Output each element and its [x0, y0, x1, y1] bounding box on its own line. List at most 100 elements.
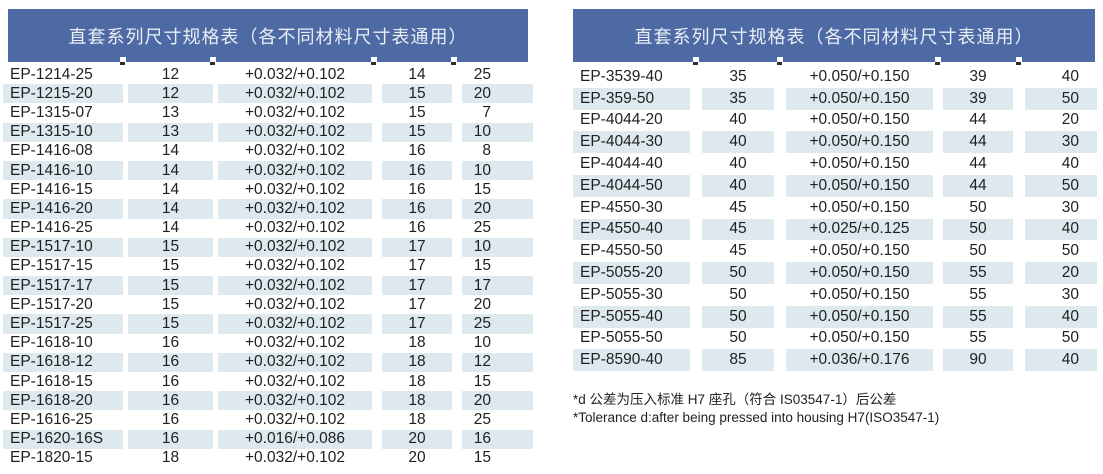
model-cell: EP-5055-50 [580, 329, 663, 347]
length-cell: 30 [1061, 285, 1079, 303]
model-cell: EP-1416-10 [3, 160, 123, 181]
tolerance-cell: +0.032/+0.102 [218, 352, 372, 372]
model-cell: EP-4044-20 [580, 111, 663, 129]
tolerance-cell: +0.016/+0.086 [218, 429, 372, 449]
tolerance-cell: +0.032/+0.102 [245, 103, 345, 121]
outer-d-cell: 18 [382, 391, 452, 411]
table-row: EP-4550-40 45 +0.025/+0.125 50 40 [573, 218, 1097, 241]
outer-d-cell: 17 [408, 257, 426, 275]
bore-d-cell: 16 [128, 352, 213, 372]
table-row: EP-1618-10 16 +0.032/+0.102 18 10 [3, 334, 533, 353]
model-cell: EP-1416-15 [10, 180, 93, 198]
tolerance-cell: +0.050/+0.150 [809, 242, 910, 260]
model-cell: EP-1618-12 [3, 352, 123, 372]
bore-d-cell: 50 [702, 305, 774, 328]
length-cell: 20 [1025, 262, 1097, 284]
column-gap-tick [451, 62, 456, 65]
bore-d-cell: 16 [161, 372, 180, 390]
bore-d-cell: 35 [702, 87, 774, 110]
tolerance-cell: +0.032/+0.102 [245, 410, 345, 428]
table-row: EP-1416-08 14 +0.032/+0.102 16 8 [3, 142, 533, 161]
outer-d-cell: 17 [382, 276, 452, 296]
bore-d-cell: 15 [161, 257, 180, 275]
outer-d-cell: 44 [943, 131, 1013, 154]
size-spec-table-right: 直套系列尺寸规格表（各不同材料尺寸表通用） EP-3539-40 35 +0.050… [573, 9, 1097, 372]
outer-d-cell: 16 [382, 199, 452, 219]
table-row: EP-4044-20 40 +0.050/+0.150 44 20 [573, 110, 1097, 132]
column-gap-tick [1016, 62, 1021, 65]
tolerance-cell: +0.025/+0.125 [786, 218, 933, 241]
model-cell: EP-4550-40 [573, 218, 690, 241]
outer-d-cell: 20 [382, 429, 452, 449]
outer-d-cell: 55 [969, 285, 987, 303]
column-gap-tick [935, 62, 940, 65]
bore-d-cell: 40 [729, 111, 747, 129]
length-cell: 15 [473, 180, 491, 198]
table-row: EP-1315-07 13 +0.032/+0.102 15 7 [3, 103, 533, 122]
model-cell: EP-1315-10 [3, 122, 123, 142]
model-cell: EP-5055-40 [573, 305, 690, 328]
column-gap-notch [1016, 57, 1022, 62]
length-cell: 20 [462, 391, 533, 411]
length-cell: 20 [462, 84, 533, 104]
tolerance-cell: +0.050/+0.150 [809, 285, 910, 303]
table-row: EP-1517-10 15 +0.032/+0.102 17 10 [3, 237, 533, 257]
tolerance-cell: +0.032/+0.102 [245, 219, 345, 237]
table-row: EP-1618-20 16 +0.032/+0.102 18 20 [3, 391, 533, 411]
table-row: EP-1416-20 14 +0.032/+0.102 16 20 [3, 199, 533, 219]
table-body: EP-3539-40 35 +0.050/+0.150 39 40 EP-359-50 35… [573, 66, 1097, 372]
bore-d-cell: 14 [161, 180, 180, 198]
table-row: EP-1416-25 14 +0.032/+0.102 16 25 [3, 219, 533, 238]
table-row: EP-1214-25 12 +0.032/+0.102 14 25 [3, 65, 533, 84]
length-cell: 20 [1061, 111, 1079, 129]
length-cell: 7 [482, 103, 491, 121]
table-row: EP-1620-16S 16 +0.016/+0.086 20 16 [3, 429, 533, 449]
tolerance-cell: +0.050/+0.150 [786, 262, 933, 284]
model-cell: EP-4550-50 [580, 242, 663, 260]
table-row: EP-1616-25 16 +0.032/+0.102 18 25 [3, 410, 533, 429]
outer-d-cell: 50 [943, 218, 1013, 241]
bore-d-cell: 18 [161, 449, 180, 467]
bore-d-cell: 40 [702, 131, 774, 154]
length-cell: 20 [473, 295, 491, 313]
table-row: EP-1215-20 12 +0.032/+0.102 15 20 [3, 84, 533, 104]
tolerance-cell: +0.032/+0.102 [218, 276, 372, 296]
bore-d-cell: 15 [128, 237, 213, 257]
model-cell: EP-3539-40 [580, 67, 663, 85]
outer-d-cell: 15 [382, 84, 452, 104]
tolerance-cell: +0.032/+0.102 [245, 257, 345, 275]
length-cell: 25 [473, 219, 491, 237]
column-gap-notch [935, 57, 941, 62]
column-gap-notch [210, 57, 216, 62]
bore-d-cell: 85 [702, 349, 774, 372]
bore-d-cell: 16 [161, 410, 180, 428]
table-row: EP-1315-10 13 +0.032/+0.102 15 10 [3, 122, 533, 142]
table-row: EP-4550-50 45 +0.050/+0.150 50 50 [573, 240, 1097, 262]
outer-d-cell: 16 [382, 160, 452, 181]
outer-d-cell: 15 [408, 103, 426, 121]
tolerance-cell: +0.032/+0.102 [245, 295, 345, 313]
column-gap-notch [371, 57, 377, 62]
length-cell: 50 [1061, 329, 1079, 347]
tolerance-cell: +0.036/+0.176 [786, 349, 933, 372]
column-gap-tick [120, 62, 125, 65]
outer-d-cell: 18 [408, 334, 426, 352]
bore-d-cell: 16 [128, 391, 213, 411]
outer-d-cell: 18 [408, 372, 426, 390]
outer-d-cell: 44 [969, 111, 987, 129]
length-cell: 15 [473, 257, 491, 275]
outer-d-cell: 20 [408, 449, 426, 467]
table-row: EP-1517-25 15 +0.032/+0.102 17 25 [3, 314, 533, 334]
bore-d-cell: 15 [161, 295, 180, 313]
bore-d-cell: 50 [729, 329, 747, 347]
model-cell: EP-5055-20 [573, 262, 690, 284]
model-cell: EP-359-50 [573, 87, 690, 110]
model-cell: EP-1214-25 [10, 65, 93, 83]
length-cell: 8 [482, 142, 491, 160]
table-body: EP-1214-25 12 +0.032/+0.102 14 25 EP-1215-20 1… [3, 65, 533, 468]
model-cell: EP-1618-15 [10, 372, 93, 390]
bore-d-cell: 16 [128, 429, 213, 449]
table-row: EP-1416-15 14 +0.032/+0.102 16 15 [3, 180, 533, 199]
column-gap-notch [777, 57, 783, 62]
tolerance-cell: +0.050/+0.150 [809, 198, 910, 216]
